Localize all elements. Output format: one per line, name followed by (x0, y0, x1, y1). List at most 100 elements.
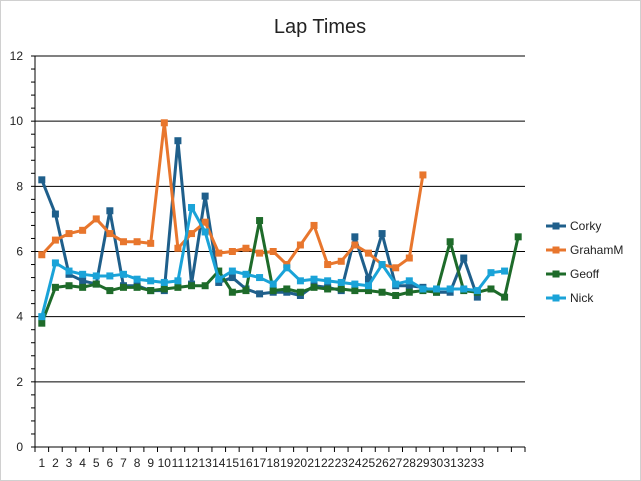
data-point (133, 275, 141, 283)
data-point (188, 230, 196, 238)
x-tick-label: 17 (253, 456, 267, 470)
data-point (256, 290, 264, 298)
data-point (310, 275, 318, 283)
data-point (215, 249, 223, 257)
legend-item-nick: Nick (546, 291, 594, 305)
data-point (269, 287, 277, 295)
legend-label: Corky (570, 219, 601, 233)
data-point (147, 287, 155, 295)
legend-item-grahamm: GrahamM (546, 243, 623, 257)
data-point (487, 269, 495, 277)
x-tick-label: 3 (66, 456, 73, 470)
x-tick-label: 10 (158, 456, 172, 470)
data-point (92, 280, 100, 288)
x-tick-label: 9 (147, 456, 154, 470)
data-point (119, 238, 127, 246)
data-point (228, 274, 236, 282)
data-point (256, 249, 264, 257)
legend-swatch-marker (552, 222, 560, 230)
y-tick-label: 12 (10, 49, 24, 63)
data-point (160, 278, 168, 286)
data-point (419, 171, 427, 179)
data-point (242, 287, 250, 295)
data-point (215, 275, 223, 283)
data-point (106, 272, 114, 280)
legend-label: GrahamM (570, 243, 623, 257)
data-point (501, 267, 509, 275)
data-point (51, 236, 59, 244)
data-point (119, 283, 127, 291)
data-point (65, 282, 73, 290)
data-point (65, 230, 73, 238)
data-point (351, 287, 359, 295)
data-point (351, 280, 359, 288)
data-point (514, 233, 522, 241)
data-point (351, 241, 359, 249)
data-point (92, 272, 100, 280)
series-group (38, 119, 522, 327)
data-point (147, 277, 155, 285)
x-tick-label: 30 (430, 456, 444, 470)
data-point (79, 270, 87, 278)
data-point (501, 293, 509, 301)
x-tick-label: 15 (226, 456, 240, 470)
data-point (310, 221, 318, 229)
x-tick-label: 11 (172, 456, 185, 470)
data-point (51, 283, 59, 291)
data-point (228, 267, 236, 275)
x-tick-label: 28 (403, 456, 417, 470)
data-point (419, 285, 427, 293)
x-tick-label: 13 (198, 456, 212, 470)
legend-swatch-marker (552, 246, 560, 254)
data-point (188, 204, 196, 212)
data-point (174, 283, 182, 291)
series-line (40, 121, 425, 270)
data-point (296, 241, 304, 249)
data-point (106, 287, 114, 295)
data-point (256, 217, 264, 225)
data-point (51, 259, 59, 267)
data-point (228, 288, 236, 296)
x-tick-label: 18 (267, 456, 281, 470)
data-point (133, 283, 141, 291)
data-point (392, 291, 400, 299)
data-point (433, 285, 441, 293)
data-point (51, 210, 59, 218)
data-point (296, 288, 304, 296)
data-point (174, 244, 182, 252)
data-point (160, 119, 168, 127)
series-nick (38, 204, 509, 321)
data-point (473, 287, 481, 295)
data-point (392, 264, 400, 272)
data-point (160, 285, 168, 293)
data-point (188, 282, 196, 290)
data-point (405, 282, 413, 290)
data-point (364, 249, 372, 257)
legend-label: Geoff (570, 267, 600, 281)
data-point (324, 285, 332, 293)
data-point (79, 283, 87, 291)
data-point (337, 278, 345, 286)
data-point (324, 277, 332, 285)
x-tick-label: 22 (321, 456, 335, 470)
data-point (269, 280, 277, 288)
data-point (119, 270, 127, 278)
data-point (337, 285, 345, 293)
x-tick-label: 20 (294, 456, 308, 470)
data-point (378, 288, 386, 296)
x-tick-label: 23 (335, 456, 349, 470)
data-point (38, 319, 46, 327)
data-point (405, 277, 413, 285)
y-tick-label: 10 (10, 114, 24, 128)
data-point (133, 238, 141, 246)
data-point (256, 274, 264, 282)
data-point (446, 285, 454, 293)
data-point (405, 288, 413, 296)
data-point (405, 254, 413, 262)
data-point (378, 261, 386, 269)
data-point (269, 248, 277, 255)
x-tick-label: 19 (280, 456, 294, 470)
data-point (38, 176, 46, 184)
